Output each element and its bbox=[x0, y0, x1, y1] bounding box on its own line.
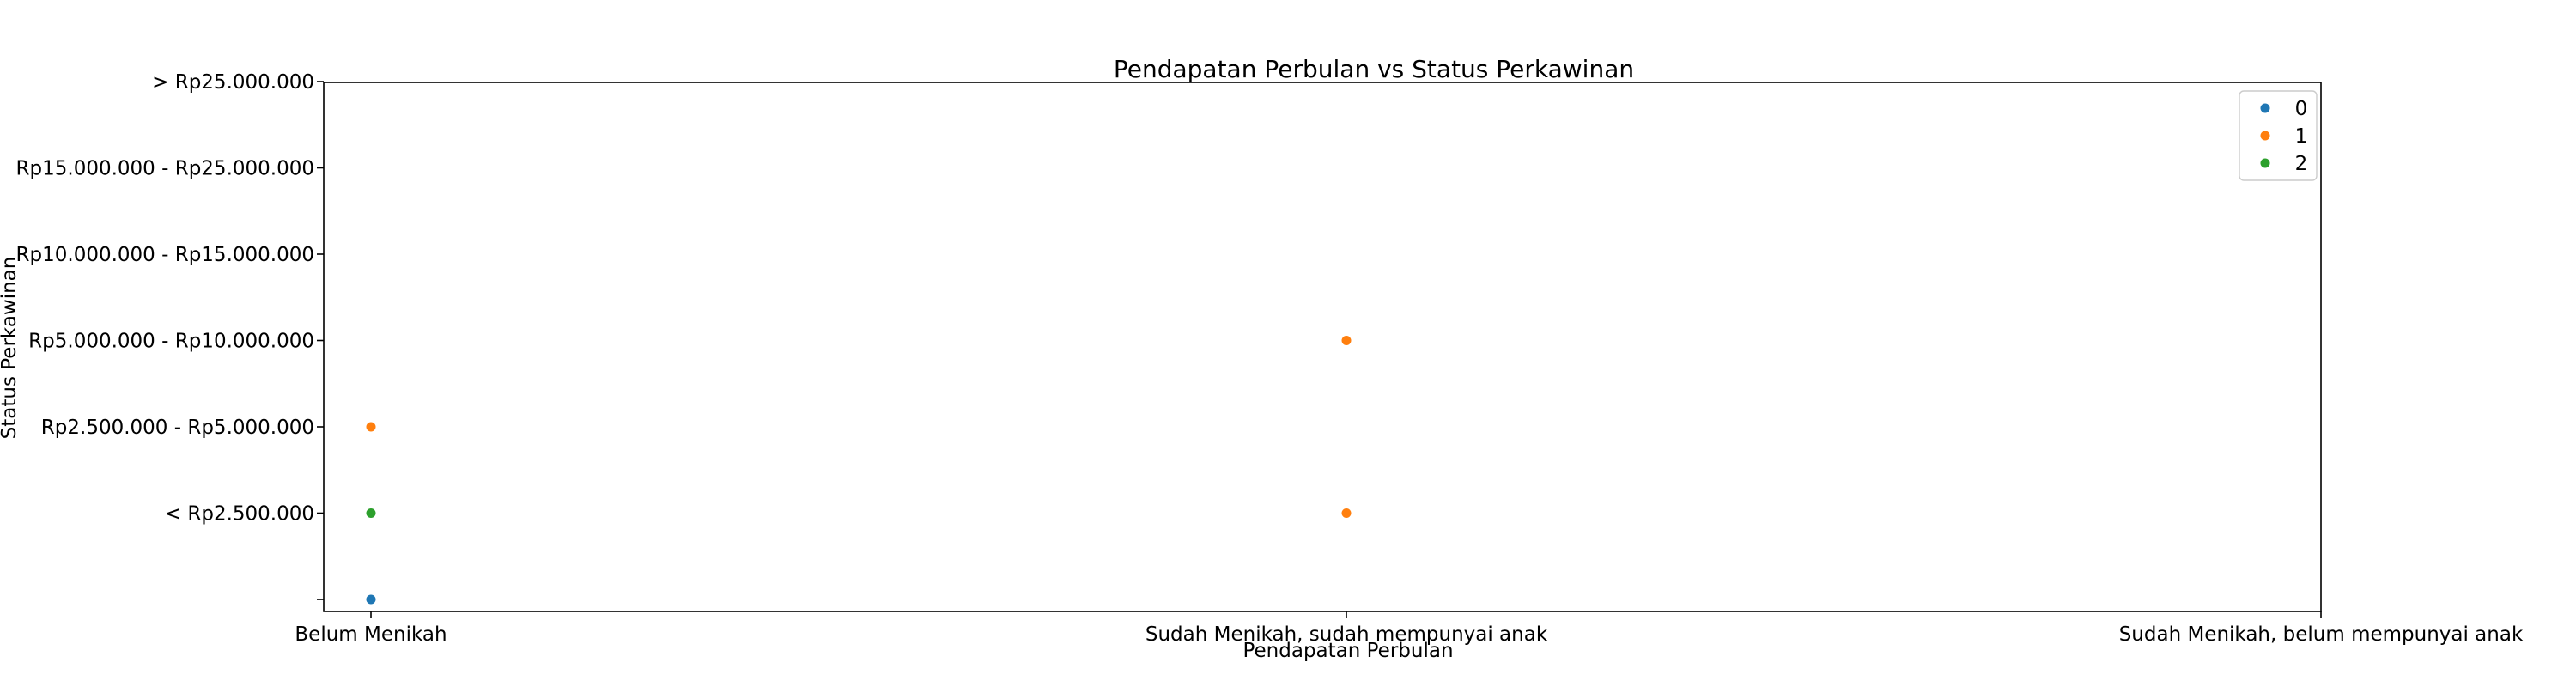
x-tick-label: Sudah Menikah, sudah mempunyai anak bbox=[1145, 623, 1548, 646]
scatter-point bbox=[366, 594, 376, 605]
scatter-point bbox=[366, 508, 376, 518]
y-tick-label: < Rp2.500.000 bbox=[165, 503, 314, 526]
y-tick-label: Rp5.000.000 - Rp10.000.000 bbox=[28, 331, 314, 353]
scatter-point bbox=[366, 422, 376, 432]
legend-marker bbox=[2260, 103, 2270, 113]
y-tick-label: Rp10.000.000 - Rp15.000.000 bbox=[16, 244, 314, 266]
axis-ticks: Belum Menikah Sudah Menikah, sudah mempun… bbox=[16, 71, 2524, 646]
legend-label: 2 bbox=[2295, 153, 2308, 175]
x-axis-label: Pendapatan Perbulan bbox=[1242, 640, 1453, 662]
legend-frame bbox=[2239, 90, 2318, 181]
y-axis-label: Status Perkawinan bbox=[0, 257, 21, 440]
scatter-point bbox=[1341, 508, 1352, 518]
y-tick-label: Rp2.500.000 - Rp5.000.000 bbox=[41, 416, 314, 439]
legend: 0 1 2 bbox=[2239, 90, 2318, 181]
legend-marker bbox=[2260, 131, 2270, 141]
legend-label: 1 bbox=[2295, 125, 2308, 148]
plot-frame bbox=[323, 82, 2322, 612]
scatter-point bbox=[1341, 336, 1352, 345]
x-tick-label: Belum Menikah bbox=[295, 623, 447, 646]
chart-title: Pendapatan Perbulan vs Status Perkawinan bbox=[1114, 55, 1634, 83]
y-tick-label: Rp15.000.000 - Rp25.000.000 bbox=[16, 158, 314, 180]
legend-label: 0 bbox=[2295, 98, 2308, 120]
y-tick-label: > Rp25.000.000 bbox=[152, 71, 314, 94]
x-tick-label: Sudah Menikah, belum mempunyai anak bbox=[2119, 623, 2524, 646]
data-points bbox=[366, 336, 1352, 605]
legend-marker bbox=[2260, 158, 2270, 168]
